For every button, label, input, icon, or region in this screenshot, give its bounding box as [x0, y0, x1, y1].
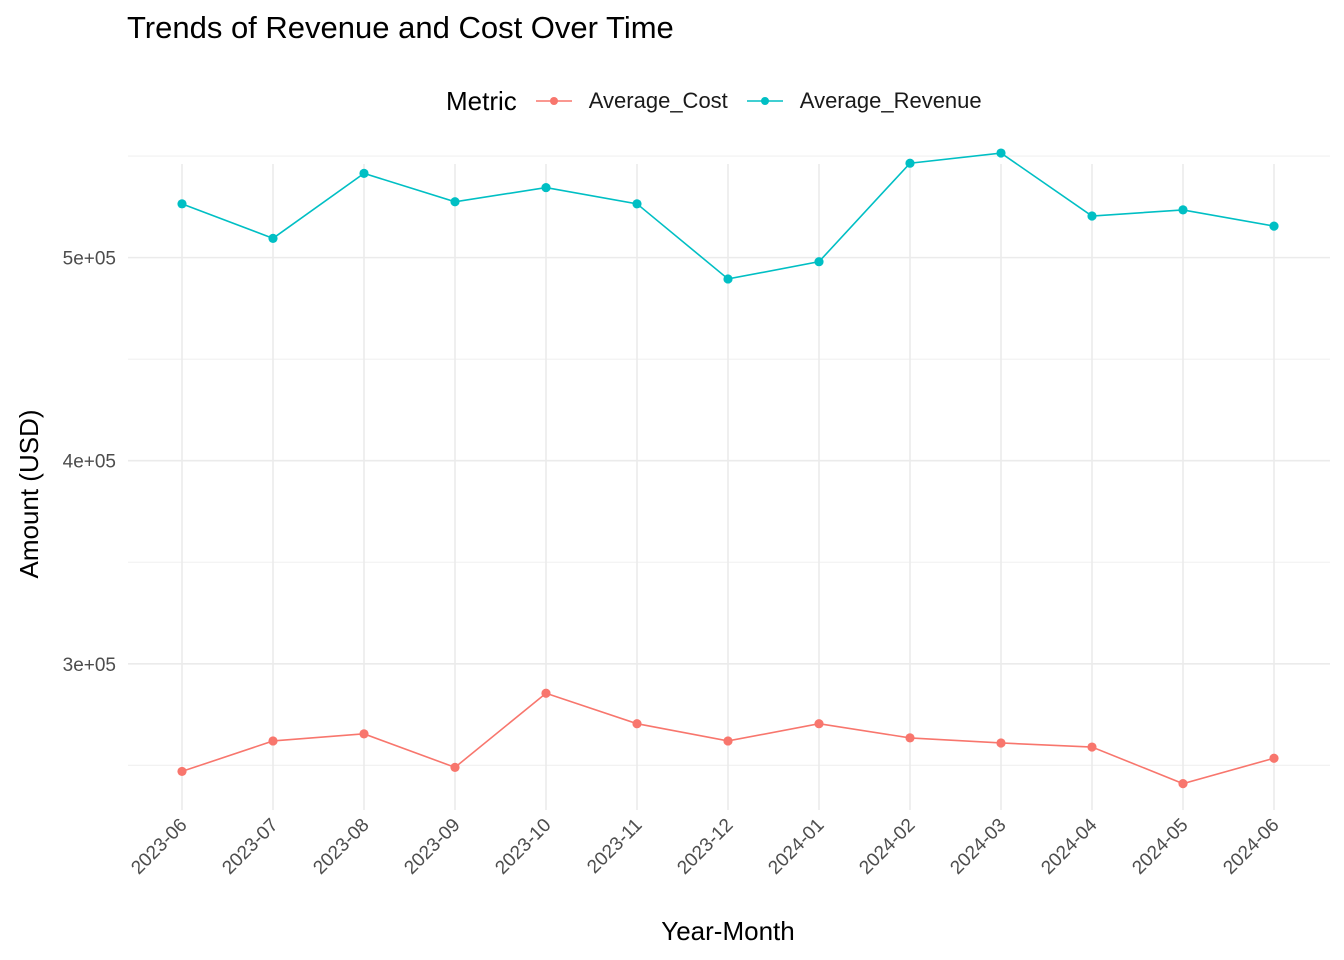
data-point-Average_Cost	[905, 733, 915, 743]
x-tick-label: 2024-06	[1219, 815, 1283, 879]
y-tick-label: 3e+05	[63, 655, 116, 676]
data-point-Average_Revenue	[723, 274, 733, 284]
legend-key-cost	[535, 97, 572, 105]
data-point-Average_Cost	[723, 736, 733, 746]
data-point-Average_Revenue	[814, 257, 824, 267]
data-point-Average_Revenue	[905, 158, 915, 168]
data-point-Average_Revenue	[1087, 211, 1097, 221]
data-point-Average_Revenue	[1269, 221, 1279, 231]
data-point-Average_Revenue	[268, 233, 278, 243]
data-point-Average_Cost	[996, 738, 1006, 748]
data-point-Average_Revenue	[632, 199, 642, 209]
data-point-Average_Cost	[1178, 779, 1188, 789]
y-tick-label: 4e+05	[63, 452, 116, 473]
legend-key-revenue	[746, 97, 783, 105]
data-point-Average_Revenue	[359, 168, 369, 178]
data-point-Average_Cost	[1269, 753, 1279, 763]
x-tick-label: 2023-07	[218, 815, 282, 879]
legend-label-cost: Average_Cost	[588, 88, 728, 113]
x-tick-label: 2023-09	[400, 815, 464, 879]
data-point-Average_Cost	[1087, 742, 1097, 752]
legend: Metric Average_Cost Average_Revenue	[446, 84, 1000, 118]
grid-lines	[128, 155, 1330, 810]
x-tick-label: 2023-08	[309, 815, 373, 879]
x-tick-label: 2024-03	[946, 815, 1010, 879]
legend-label-revenue: Average_Revenue	[799, 88, 982, 113]
legend-item-cost: Average_Cost	[535, 88, 728, 114]
legend-title: Metric	[446, 85, 517, 116]
data-point-Average_Cost	[814, 719, 824, 729]
x-tick-label: 2024-01	[764, 815, 828, 879]
x-tick-label: 2023-06	[127, 815, 191, 879]
y-tick-label: 5e+05	[63, 249, 116, 270]
data-point-Average_Revenue	[450, 197, 460, 207]
series-layer	[177, 148, 1279, 789]
legend-item-revenue: Average_Revenue	[746, 88, 982, 114]
y-tick-labels: 3e+05 4e+05 5e+05	[63, 249, 116, 676]
x-tick-label: 2024-05	[1128, 815, 1192, 879]
x-tick-label: 2023-10	[491, 815, 555, 879]
x-tick-label: 2023-12	[673, 815, 737, 879]
x-tick-labels: 2023-06 2023-07 2023-08 2023-09 2023-10 2023-…	[127, 814, 1283, 878]
data-point-Average_Cost	[268, 736, 278, 746]
data-point-Average_Revenue	[996, 148, 1006, 158]
data-point-Average_Cost	[541, 688, 551, 698]
data-point-Average_Cost	[450, 762, 460, 772]
chart-title: Trends of Revenue and Cost Over Time	[127, 10, 674, 45]
x-tick-label: 2024-02	[855, 815, 919, 879]
data-point-Average_Revenue	[1178, 205, 1188, 215]
data-point-Average_Cost	[632, 719, 642, 729]
data-point-Average_Cost	[177, 766, 187, 777]
y-axis-title: Amount (USD)	[14, 409, 44, 578]
x-axis-title: Year-Month	[661, 916, 794, 946]
x-tick-label: 2023-11	[583, 815, 646, 878]
data-point-Average_Revenue	[541, 182, 551, 193]
data-point-Average_Cost	[359, 729, 369, 739]
x-tick-label: 2024-04	[1037, 814, 1101, 878]
data-point-Average_Revenue	[177, 199, 187, 209]
